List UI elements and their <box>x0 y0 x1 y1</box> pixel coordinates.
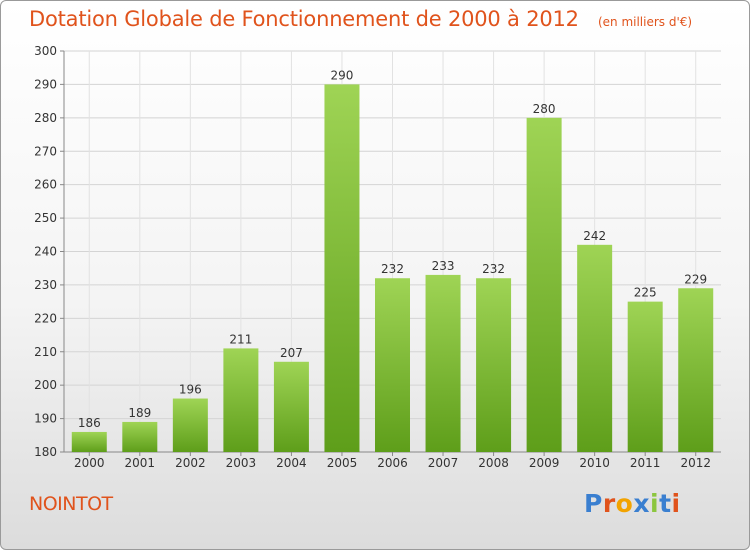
bar-value-label: 225 <box>634 286 657 300</box>
y-tick-label: 190 <box>34 412 57 426</box>
y-tick-label: 240 <box>34 245 57 259</box>
x-tick-label: 2010 <box>579 456 610 470</box>
bar <box>577 244 613 452</box>
bar-value-label: 229 <box>684 272 707 286</box>
x-tick-label: 2004 <box>276 456 307 470</box>
x-tick-label: 2005 <box>327 456 358 470</box>
bar <box>122 421 158 452</box>
x-tick-label: 2002 <box>175 456 206 470</box>
logo-letter: x <box>633 489 650 518</box>
y-tick-label: 260 <box>34 178 57 192</box>
bar <box>678 288 714 452</box>
bar-value-label: 280 <box>533 102 556 116</box>
bar-value-label: 211 <box>229 332 252 346</box>
bar <box>425 274 461 452</box>
bar <box>627 301 663 452</box>
chart-subtitle: (en milliers d'€) <box>597 15 693 29</box>
axis-layer: 180 190 200 210 220 230 240 250 260 270 280 290 300 2… <box>34 44 721 470</box>
bar-value-label: 186 <box>78 416 101 430</box>
commune-name: NOINTOT <box>29 493 113 515</box>
y-tick-label: 230 <box>34 278 57 292</box>
y-tick-label: 200 <box>34 378 57 392</box>
x-tick-label: 2012 <box>680 456 711 470</box>
label-layer: 186 189 196 211 207 290 232 233 232 280 242 225 229 <box>78 68 707 430</box>
logo-letter: o <box>615 489 634 518</box>
bar-value-label: 196 <box>179 383 202 397</box>
proxiti-logo[interactable]: Proxiti <box>584 489 681 518</box>
bar <box>71 431 107 452</box>
bar <box>476 278 512 452</box>
y-tick-label: 300 <box>34 44 57 58</box>
logo-letter: r <box>602 489 616 518</box>
x-tick-label: 2011 <box>630 456 661 470</box>
bar-value-label: 207 <box>280 346 303 360</box>
bar-value-label: 232 <box>482 262 505 276</box>
chart-title: Dotation Globale de Fonctionnement de 20… <box>29 7 579 31</box>
y-tick-label: 280 <box>34 111 57 125</box>
logo-letter: i <box>650 489 660 518</box>
bar <box>223 348 259 452</box>
bar <box>375 278 410 452</box>
x-tick-label: 2008 <box>478 456 509 470</box>
title-row: Dotation Globale de Fonctionnement de 20… <box>29 7 692 31</box>
bar-value-label: 290 <box>331 68 354 82</box>
bar <box>526 117 562 452</box>
x-tick-label: 2003 <box>226 456 257 470</box>
bar-value-label: 189 <box>128 406 151 420</box>
logo-letter: i <box>671 489 681 518</box>
x-tick-label: 2006 <box>377 456 408 470</box>
bar-value-label: 233 <box>432 259 455 273</box>
x-tick-label: 2001 <box>125 456 156 470</box>
x-tick-label: 2007 <box>428 456 459 470</box>
y-tick-label: 180 <box>34 445 57 459</box>
y-tick-label: 220 <box>34 311 57 325</box>
y-tick-label: 270 <box>34 144 57 158</box>
bar-value-label: 232 <box>381 262 404 276</box>
bar <box>172 398 208 452</box>
bar <box>324 84 360 453</box>
bar-value-label: 242 <box>583 229 606 243</box>
x-tick-label: 2000 <box>74 456 105 470</box>
y-tick-label: 250 <box>34 211 57 225</box>
y-tick-label: 290 <box>34 77 57 91</box>
logo-letter: t <box>659 489 672 518</box>
y-tick-label: 210 <box>34 345 57 359</box>
logo-letter: P <box>584 489 603 518</box>
x-tick-label: 2009 <box>529 456 560 470</box>
bar-layer <box>71 84 714 453</box>
bar <box>273 361 309 452</box>
